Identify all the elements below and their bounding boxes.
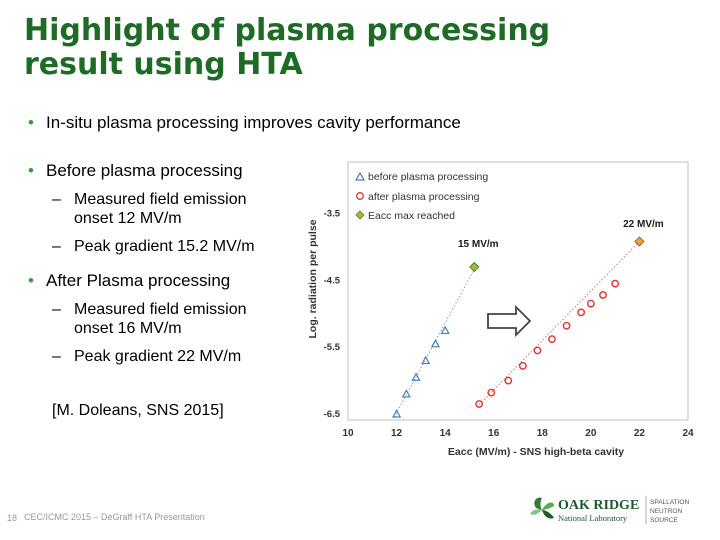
y-tick-label: -6.5 <box>324 409 341 420</box>
sub-dash: – <box>52 348 61 365</box>
plot-frame <box>347 161 689 421</box>
sub-after-peak: – Peak gradient 22 MV/m <box>52 347 241 366</box>
logo-facility-line1: SPALLATION <box>650 499 689 506</box>
trend-line-after <box>476 241 640 408</box>
legend-circle-icon <box>356 192 364 200</box>
legend-diamond-icon <box>355 210 365 220</box>
x-tick-label: 12 <box>391 428 403 439</box>
sub-dash: – <box>52 191 61 208</box>
after-point <box>599 291 607 299</box>
y-tick-label: -5.5 <box>324 342 341 353</box>
sub-text: Measured field emission <box>74 191 247 208</box>
bullet-text: In-situ plasma processing improves cavit… <box>46 113 461 132</box>
sub-text-line2: onset 12 MV/m <box>74 210 182 227</box>
x-axis-label: Eacc (MV/m) - SNS high-beta cavity <box>448 446 624 458</box>
x-tick-label: 20 <box>585 428 597 439</box>
after-point <box>475 400 484 408</box>
sub-after-onset: – Measured field emission onset 16 MV/m <box>52 300 247 338</box>
before-point <box>421 355 431 365</box>
after-point <box>586 299 595 308</box>
before-point <box>430 338 441 348</box>
logo-org-line2: National Laboratory <box>558 513 628 523</box>
after-point <box>533 346 542 355</box>
arrow-icon <box>487 304 532 338</box>
chart-legend: before plasma processing after plasma pr… <box>354 171 488 222</box>
slide-number: 18 <box>7 513 18 523</box>
bullet-dot: • <box>28 271 34 290</box>
annotation-label: 15 MV/m <box>458 239 499 250</box>
y-tick-label: -4.5 <box>324 275 341 286</box>
sub-dash: – <box>52 301 61 318</box>
sub-text: Peak gradient 22 MV/m <box>74 348 242 365</box>
sub-text-line2: onset 16 MV/m <box>74 320 182 337</box>
x-tick-label: 18 <box>537 428 549 439</box>
after-point <box>577 308 586 317</box>
x-tick-label: 22 <box>634 428 646 439</box>
bullet-before: • Before plasma processing <box>28 161 243 181</box>
footer-text: CEC/ICMC 2015 – DeGraff HTA Presentation <box>24 512 205 522</box>
bullet-in-situ: • In-situ plasma processing improves cavi… <box>28 113 461 133</box>
eacc-max-point <box>469 261 480 272</box>
after-point <box>611 279 620 288</box>
sub-before-onset: – Measured field emission onset 12 MV/m <box>52 190 247 228</box>
slide-title-line1: Highlight of plasma processing <box>24 13 551 48</box>
sub-dash: – <box>52 238 61 255</box>
logo-facility-line3: SOURCE <box>650 517 678 524</box>
bullet-text: After Plasma processing <box>46 271 231 290</box>
ornl-sns-logo: OAK RIDGE National Laboratory SPALLATION… <box>530 496 689 524</box>
chart-axes: 10 12 14 16 18 20 22 24 -3.5 -4.5 -5.5 -6.5 Eacc (MV… <box>307 208 694 458</box>
x-tick-label: 14 <box>440 428 452 439</box>
legend-triangle-icon <box>354 171 366 181</box>
before-point <box>440 325 450 335</box>
citation: [M. Doleans, SNS 2015] <box>52 402 224 419</box>
sub-before-peak: – Peak gradient 15.2 MV/m <box>52 237 255 256</box>
legend-label-max: Eacc max reached <box>368 210 455 222</box>
slide-title: Highlight of plasma processing result us… <box>24 14 644 82</box>
after-point <box>548 335 556 344</box>
before-point <box>411 372 421 381</box>
legend-label-before: before plasma processing <box>368 171 488 183</box>
before-point <box>391 409 402 418</box>
y-axis-label: Log. radiation per pulse <box>307 219 319 338</box>
annotation-label: 22 MV/m <box>623 219 664 230</box>
slide-title-line2: result using HTA <box>24 47 303 82</box>
ornl-leaf-icon <box>530 497 554 519</box>
chart-marks: 15 MV/m 22 MV/m <box>391 219 664 418</box>
after-point <box>562 321 571 330</box>
x-tick-label: 16 <box>488 428 500 439</box>
legend-label-after: after plasma processing <box>368 191 480 203</box>
bullet-after: • After Plasma processing <box>28 271 230 291</box>
y-tick-label: -3.5 <box>324 208 341 219</box>
radiation-chart: before plasma processing after plasma pr… <box>307 161 694 458</box>
x-tick-label: 24 <box>682 428 694 439</box>
bullet-dot: • <box>28 113 34 132</box>
logo-facility-line2: NEUTRON <box>650 508 682 515</box>
after-point <box>504 376 513 385</box>
sub-text: Peak gradient 15.2 MV/m <box>74 238 255 255</box>
bullet-text: Before plasma processing <box>46 161 243 180</box>
logo-org-line1: OAK RIDGE <box>558 498 639 513</box>
after-point <box>487 388 496 397</box>
sub-text: Measured field emission <box>74 301 247 318</box>
after-point <box>518 361 527 370</box>
x-tick-label: 10 <box>342 428 354 439</box>
before-point <box>401 389 411 398</box>
eacc-max-point <box>634 236 645 247</box>
bullet-dot: • <box>28 161 34 180</box>
